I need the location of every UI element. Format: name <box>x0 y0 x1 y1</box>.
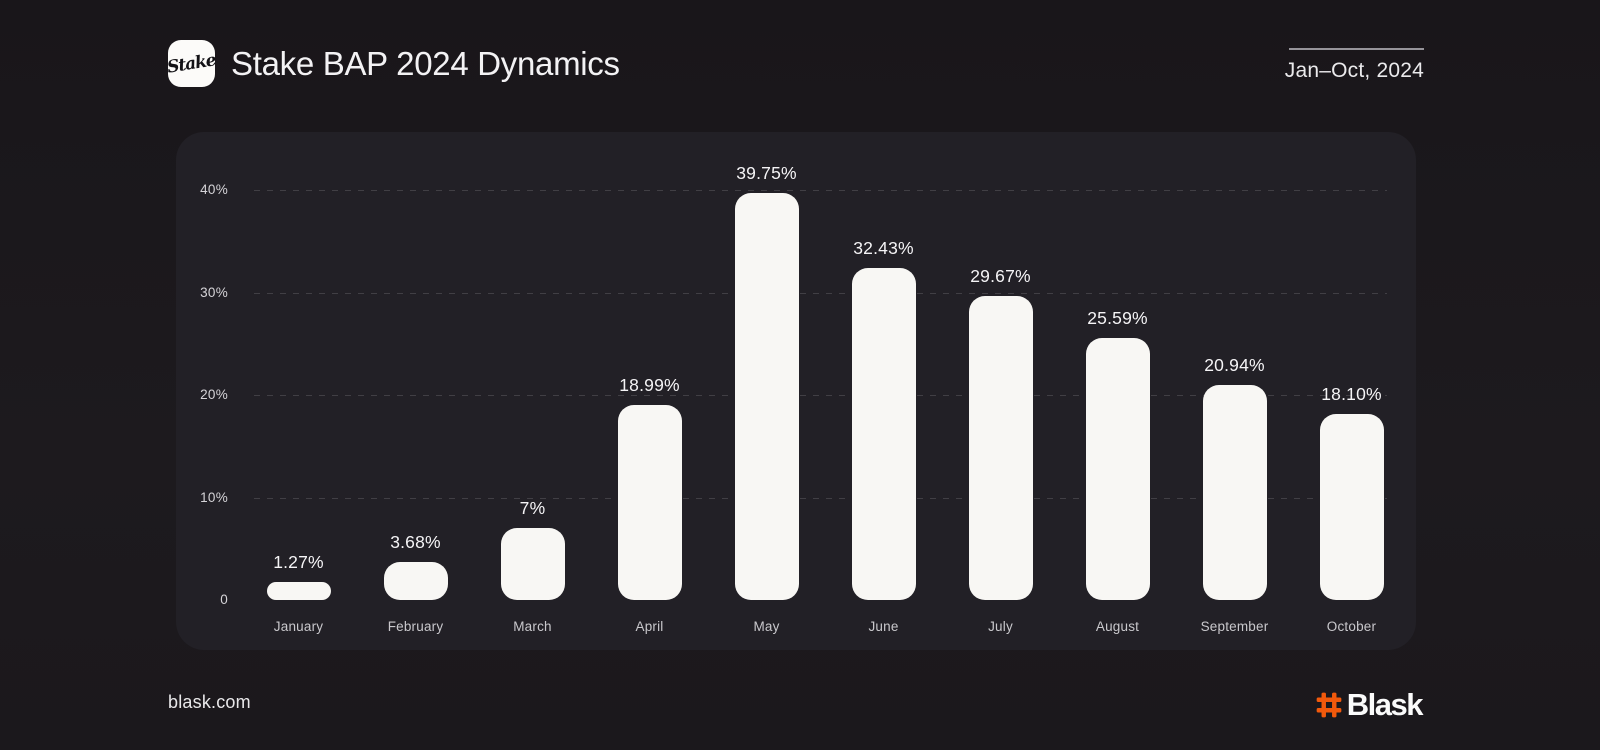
header: Stake Stake BAP 2024 Dynamics <box>165 40 620 87</box>
bar-slot: 18.99% April <box>591 132 708 634</box>
x-tick-label: July <box>988 619 1013 634</box>
bar-value-label: 25.59% <box>1087 308 1148 328</box>
bar-slot: 1.27% January <box>240 132 357 634</box>
x-tick-label: June <box>868 619 899 634</box>
y-tick-label: 40% <box>200 182 228 197</box>
x-tick-label: January <box>273 619 324 634</box>
bar-value-label: 20.94% <box>1204 355 1265 375</box>
bar-slot: 7% March <box>474 132 591 634</box>
bar-value-label: 18.10% <box>1321 384 1382 404</box>
y-tick-label: 20% <box>200 387 228 402</box>
period-label: Jan–Oct, 2024 <box>1284 59 1424 82</box>
x-tick-label: April <box>635 619 664 634</box>
x-tick-label: May <box>753 619 780 634</box>
bar-october <box>1319 414 1384 600</box>
bar-september <box>1202 385 1267 600</box>
period-divider-line <box>1289 48 1424 50</box>
bar-slot: 20.94% September <box>1176 132 1293 634</box>
x-tick-label: August <box>1095 619 1140 634</box>
x-tick-label: September <box>1200 619 1269 634</box>
chart-panel: 0 10% 20% 30% 40% 1.27% January 3.68% February 7… <box>176 132 1416 650</box>
bar-value-label: 1.27% <box>273 552 324 572</box>
brand-logo: Blask <box>1316 687 1424 723</box>
period-block: Jan–Oct, 2024 <box>1285 48 1424 83</box>
stake-logo-text: Stake <box>165 49 218 78</box>
bar-may <box>734 193 799 600</box>
gridline-40% <box>254 190 1387 191</box>
bar-july <box>968 296 1033 600</box>
bar-august <box>1085 338 1150 600</box>
page-title: Stake BAP 2024 Dynamics <box>231 44 620 82</box>
y-tick-label: 10% <box>200 489 228 505</box>
bar-slot: 25.59% August <box>1059 132 1176 634</box>
x-tick-label: March <box>513 619 552 634</box>
blask-hash-icon <box>1316 692 1342 718</box>
gridline-10% <box>254 497 1387 499</box>
bar-slot: 32.43% June <box>825 132 942 634</box>
bar-march <box>500 528 565 600</box>
bar-slot: 39.75% May <box>708 132 825 634</box>
bar-value-label: 3.68% <box>390 532 441 552</box>
bar-april <box>617 405 682 600</box>
y-tick-label: 30% <box>200 284 228 300</box>
bar-slot: 18.10% October <box>1293 132 1410 634</box>
gridline-20% <box>254 395 1387 396</box>
bar-value-label: 39.75% <box>736 163 797 183</box>
bar-slot: 29.67% July <box>942 132 1059 634</box>
bar-june <box>851 268 916 600</box>
x-tick-label: February <box>387 619 444 634</box>
stake-logo: Stake <box>165 40 218 87</box>
bar-slot: 3.68% February <box>357 132 474 634</box>
x-tick-label: October <box>1326 619 1377 634</box>
website-link: blask.com <box>168 692 251 712</box>
bar-value-label: 32.43% <box>853 238 914 258</box>
y-tick-label: 0 <box>220 592 228 607</box>
bar-value-label: 7% <box>519 498 546 518</box>
brand-name: Blask <box>1346 687 1424 722</box>
bar-value-label: 18.99% <box>619 375 680 395</box>
gridline-30% <box>254 292 1387 294</box>
plot-area: 1.27% January 3.68% February 7% March 18.99% Ap… <box>240 132 1410 634</box>
bar-february <box>383 562 448 600</box>
bar-january <box>266 582 331 600</box>
bar-value-label: 29.67% <box>970 266 1031 286</box>
